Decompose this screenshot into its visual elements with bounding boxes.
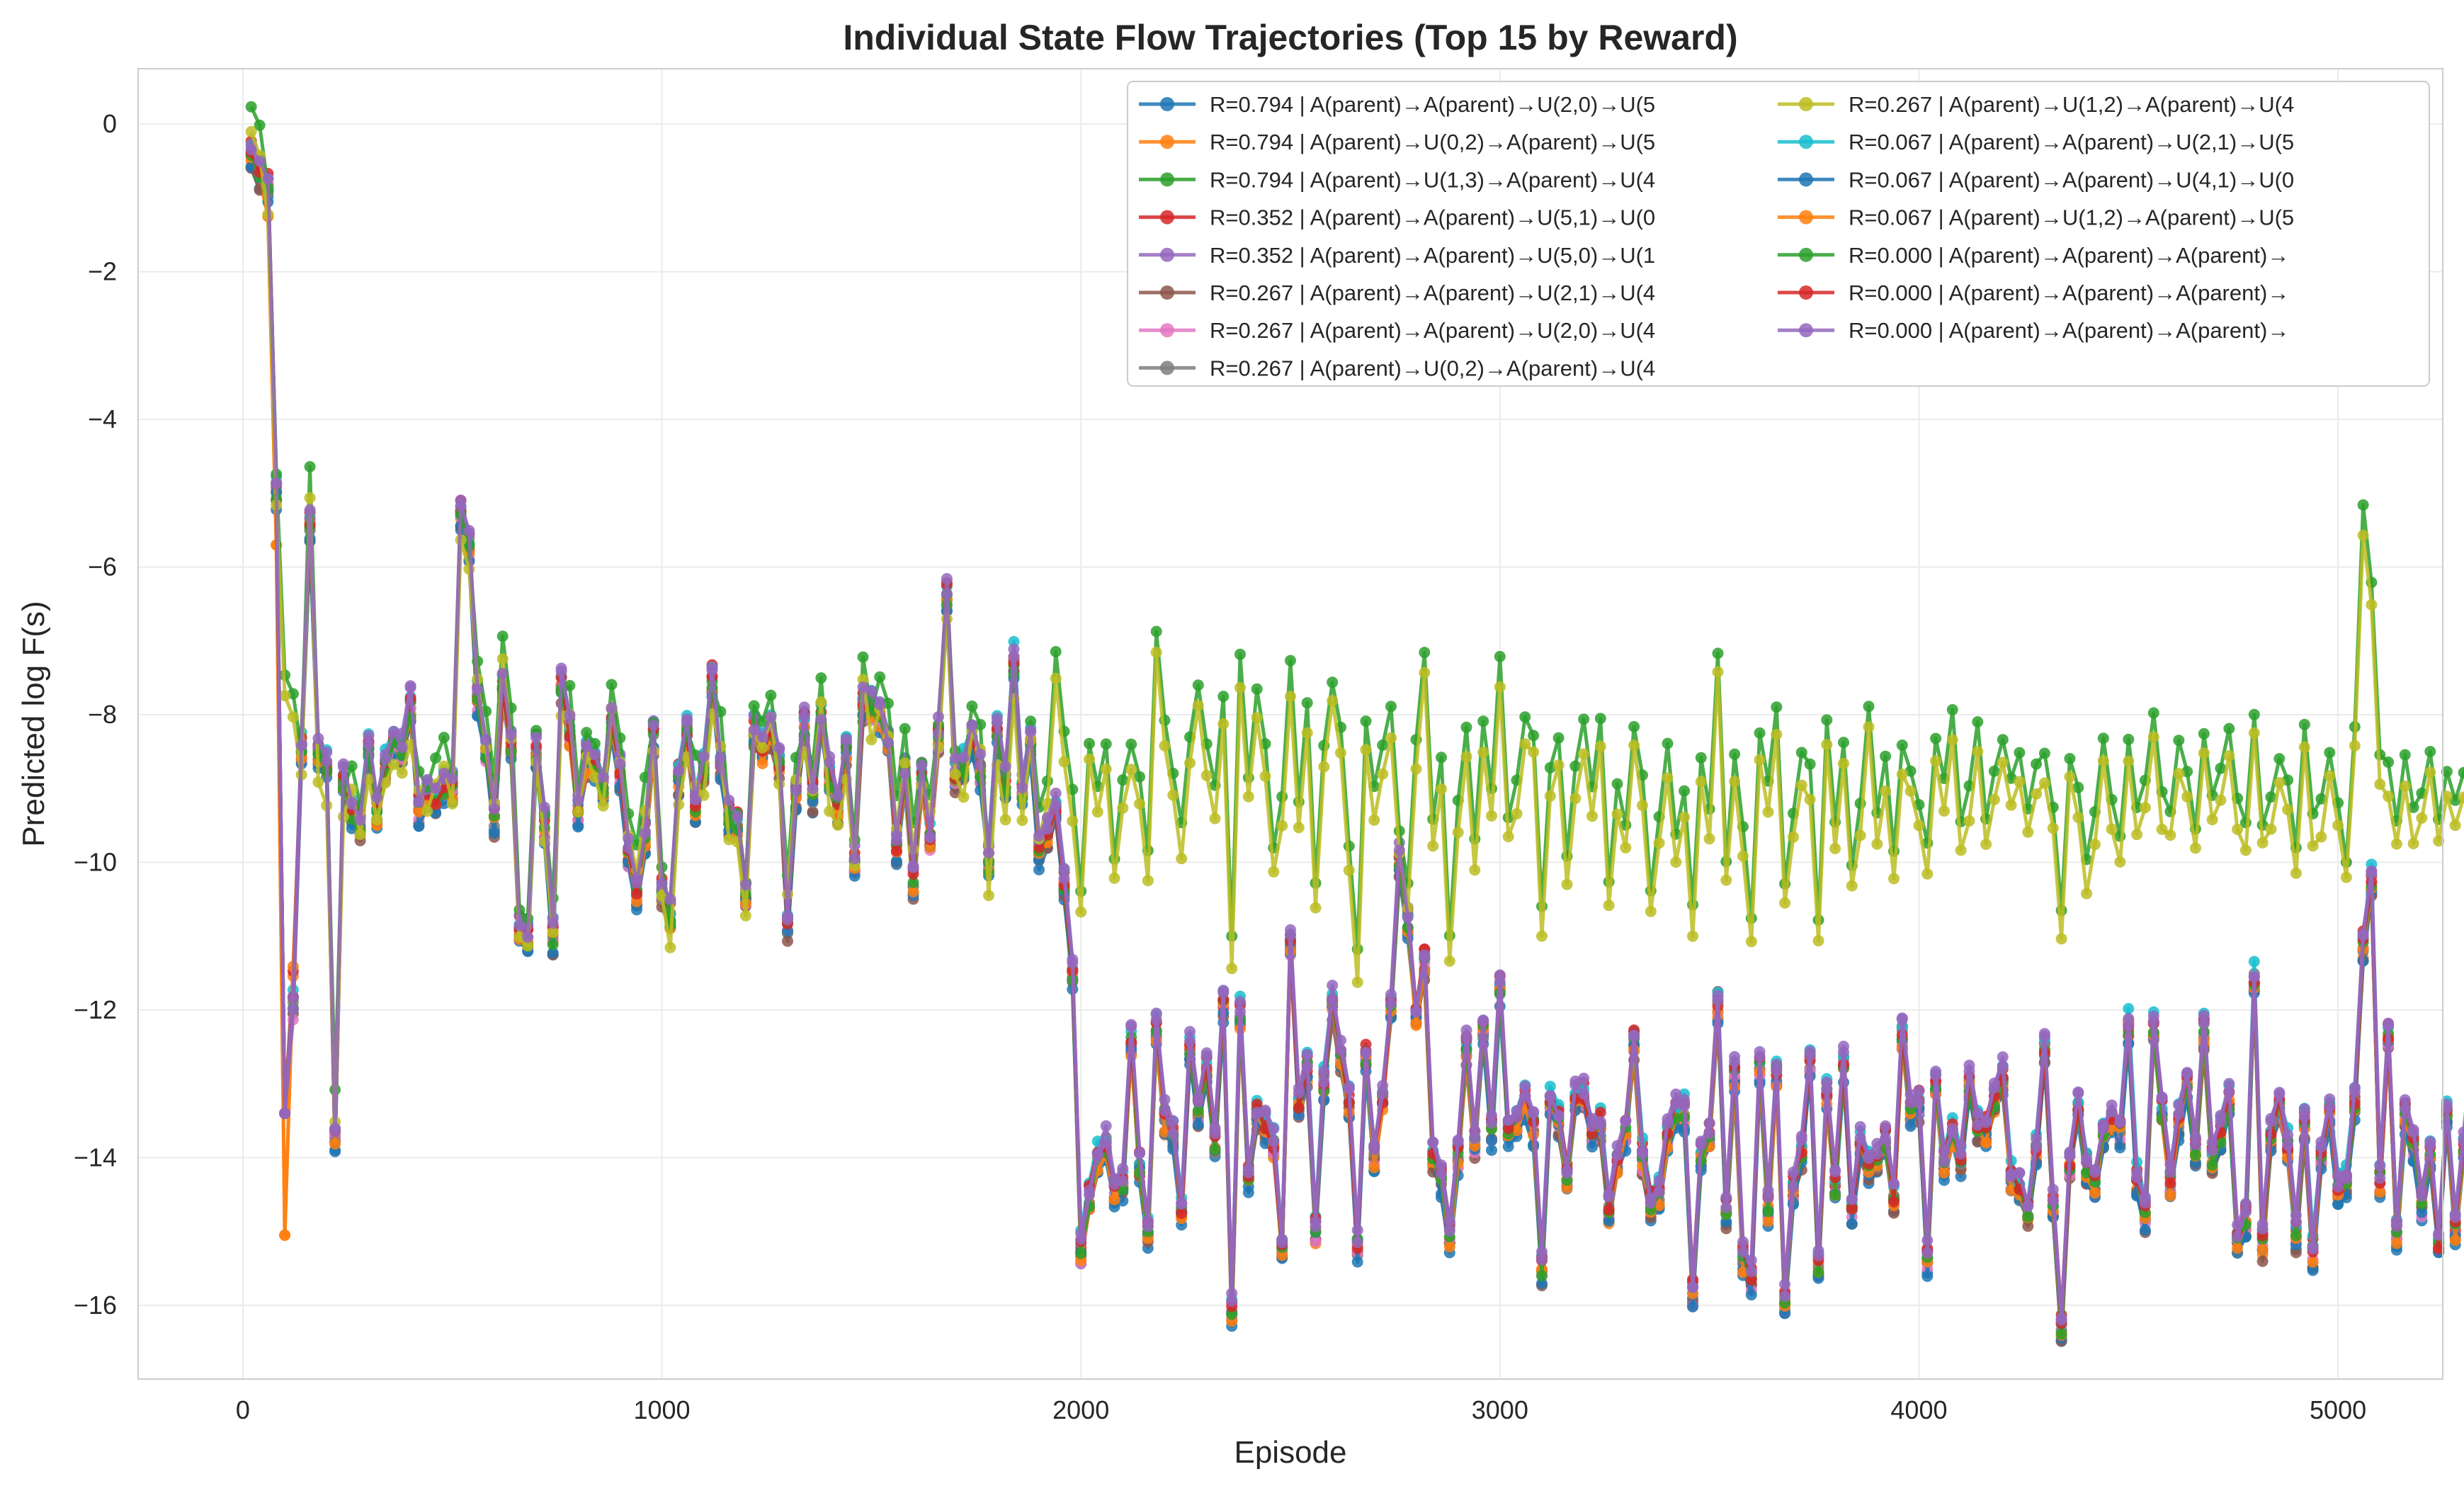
data-point bbox=[2450, 1235, 2461, 1246]
data-point bbox=[1813, 1266, 1824, 1278]
data-point bbox=[2391, 1238, 2402, 1249]
data-point bbox=[1763, 1216, 1774, 1228]
data-point bbox=[1536, 1270, 1548, 1281]
data-point bbox=[2114, 1142, 2125, 1153]
data-point bbox=[1193, 1119, 1204, 1130]
data-point bbox=[1586, 1141, 1598, 1152]
data-point bbox=[1503, 1141, 1514, 1152]
data-point bbox=[1687, 1301, 1698, 1313]
data-point bbox=[1603, 1204, 1615, 1215]
data-point bbox=[1921, 1271, 1933, 1282]
data-point bbox=[489, 828, 500, 839]
data-point bbox=[1846, 1218, 1858, 1230]
data-point bbox=[1075, 1248, 1086, 1259]
data-point bbox=[757, 758, 768, 769]
data-point bbox=[891, 845, 902, 856]
data-point bbox=[547, 939, 559, 951]
data-point bbox=[631, 888, 642, 900]
data-point bbox=[572, 821, 584, 832]
data-point bbox=[2123, 1003, 2134, 1014]
data-point bbox=[2257, 1245, 2269, 1256]
data-point bbox=[279, 1230, 290, 1241]
data-point bbox=[2290, 1230, 2302, 1241]
data-point bbox=[1352, 1257, 1363, 1268]
data-point bbox=[2164, 1190, 2176, 1201]
data-point bbox=[2056, 1328, 2067, 1339]
data-point bbox=[1210, 1144, 1221, 1155]
data-point bbox=[2249, 956, 2260, 968]
data-point bbox=[2140, 1225, 2151, 1236]
data-point bbox=[329, 1138, 341, 1150]
data-point bbox=[2207, 1160, 2218, 1171]
data-point bbox=[413, 820, 424, 832]
data-point bbox=[1109, 1194, 1120, 1206]
data-point bbox=[1938, 1167, 1950, 1179]
data-point bbox=[1905, 1121, 1917, 1132]
data-point bbox=[2022, 1211, 2033, 1223]
data-point bbox=[1746, 1289, 1757, 1300]
data-point bbox=[2257, 1256, 2269, 1267]
data-point bbox=[1368, 1162, 1380, 1173]
data-point bbox=[782, 936, 793, 947]
data-point bbox=[1293, 1102, 1305, 1113]
data-point bbox=[1829, 1189, 1841, 1201]
data-point bbox=[1444, 1241, 1455, 1252]
data-point bbox=[2190, 1150, 2201, 1161]
data-point bbox=[1486, 1135, 1497, 1146]
data-point bbox=[2089, 1187, 2101, 1198]
data-point bbox=[1980, 1137, 1992, 1148]
data-point bbox=[2232, 1242, 2243, 1254]
data-point bbox=[2307, 1257, 2319, 1268]
data-point bbox=[1763, 1206, 1774, 1217]
data-point bbox=[1411, 1018, 1422, 1029]
